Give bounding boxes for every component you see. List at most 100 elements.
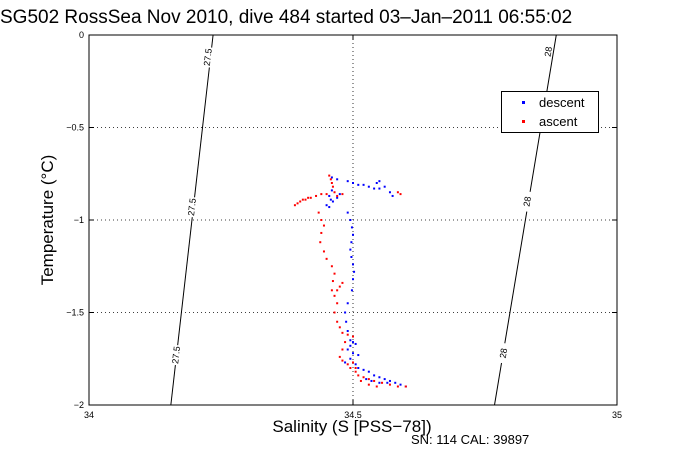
- point-ascent: [352, 335, 354, 338]
- point-ascent: [341, 281, 344, 284]
- point-descent: [331, 200, 334, 203]
- point-descent: [344, 361, 347, 364]
- legend-item-descent: descent: [502, 95, 598, 111]
- point-ascent: [333, 294, 336, 297]
- point-descent: [349, 248, 352, 251]
- data-points: [293, 174, 407, 388]
- legend-marker-ascent: [522, 120, 525, 123]
- point-descent: [353, 270, 356, 273]
- point-ascent: [396, 385, 399, 388]
- point-descent: [349, 339, 352, 342]
- isopycnal-label-bg: [202, 46, 213, 68]
- point-ascent: [330, 265, 333, 268]
- point-ascent: [325, 193, 328, 196]
- point-ascent: [320, 219, 323, 221]
- point-descent: [325, 204, 328, 207]
- point-ascent: [301, 198, 304, 201]
- point-descent: [365, 378, 368, 381]
- point-ascent: [336, 302, 339, 305]
- y-tick-label: 0: [79, 30, 84, 40]
- legend-label-ascent: ascent: [539, 114, 578, 129]
- point-ascent: [331, 185, 334, 188]
- point-ascent: [396, 191, 399, 194]
- point-ascent: [399, 193, 402, 196]
- point-ascent: [381, 381, 384, 384]
- point-ascent: [331, 280, 334, 283]
- point-ascent: [359, 379, 362, 382]
- isopycnal-label: 28: [543, 46, 555, 58]
- point-ascent: [336, 320, 339, 323]
- point-ascent: [325, 257, 328, 260]
- point-descent: [346, 180, 349, 183]
- point-descent: [354, 342, 357, 345]
- point-descent: [346, 302, 349, 305]
- point-ascent: [338, 355, 341, 358]
- isopycnal-line: [170, 34, 214, 406]
- point-descent: [373, 187, 376, 190]
- chart-title: SG502 RossSea Nov 2010, dive 484 started…: [0, 7, 573, 28]
- point-ascent: [354, 367, 357, 369]
- isopycnal-label-bg: [521, 190, 533, 213]
- point-descent: [357, 367, 360, 369]
- point-ascent: [322, 224, 325, 227]
- point-ascent: [349, 367, 352, 369]
- point-ascent: [346, 333, 349, 336]
- isopycnal-label: 27.5: [186, 198, 198, 217]
- isopycnal-label-bg: [542, 41, 554, 63]
- isopycnal-label: 28: [498, 347, 510, 359]
- point-ascent: [336, 289, 339, 292]
- point-descent: [378, 180, 381, 183]
- legend: descent ascent: [501, 91, 599, 133]
- point-descent: [378, 187, 381, 190]
- point-descent: [399, 383, 402, 386]
- x-tick-label: 34.5: [344, 410, 362, 420]
- isopycnal-label-bg: [186, 196, 198, 218]
- point-ascent: [375, 385, 378, 388]
- point-ascent: [307, 196, 310, 199]
- point-ascent: [329, 178, 332, 181]
- point-descent: [383, 378, 386, 381]
- point-descent: [373, 374, 376, 377]
- point-ascent: [320, 231, 323, 234]
- legend-item-ascent: ascent: [502, 114, 598, 130]
- point-ascent: [341, 331, 344, 334]
- point-ascent: [341, 348, 344, 351]
- point-descent: [330, 176, 333, 179]
- point-ascent: [338, 285, 341, 288]
- point-ascent: [338, 326, 341, 329]
- point-ascent: [404, 385, 407, 388]
- point-descent: [370, 379, 373, 382]
- point-ascent: [341, 359, 344, 362]
- isopycnal-label-bg: [497, 342, 510, 364]
- point-descent: [391, 194, 394, 197]
- point-ascent: [362, 376, 365, 379]
- point-descent: [388, 191, 391, 194]
- x-tick-label: 35: [612, 410, 622, 420]
- point-ascent: [293, 204, 296, 207]
- point-ascent: [320, 193, 323, 196]
- point-descent: [329, 198, 332, 201]
- point-descent: [352, 182, 354, 184]
- point-ascent: [344, 341, 347, 344]
- point-descent: [328, 206, 331, 209]
- point-descent: [352, 233, 354, 236]
- point-descent: [349, 357, 352, 360]
- point-descent: [357, 183, 360, 186]
- point-ascent: [319, 241, 322, 244]
- point-descent: [352, 263, 354, 266]
- point-ascent: [373, 379, 376, 382]
- isopycnal-label: 27.5: [170, 346, 182, 365]
- point-descent: [362, 183, 365, 186]
- point-descent: [362, 368, 365, 371]
- point-descent: [388, 379, 391, 382]
- point-ascent: [299, 200, 302, 203]
- serial-caption: SN: 114 CAL: 39897: [411, 432, 530, 447]
- y-tick-label: −1: [74, 215, 84, 225]
- point-ascent: [322, 250, 325, 253]
- point-ascent: [296, 202, 299, 205]
- point-descent: [375, 182, 378, 184]
- point-descent: [336, 196, 339, 199]
- y-tick-label: −0.5: [66, 123, 84, 133]
- axis-ticks: 34 34.5 35 0 −0.5 −1 −1.5 −2: [66, 30, 622, 420]
